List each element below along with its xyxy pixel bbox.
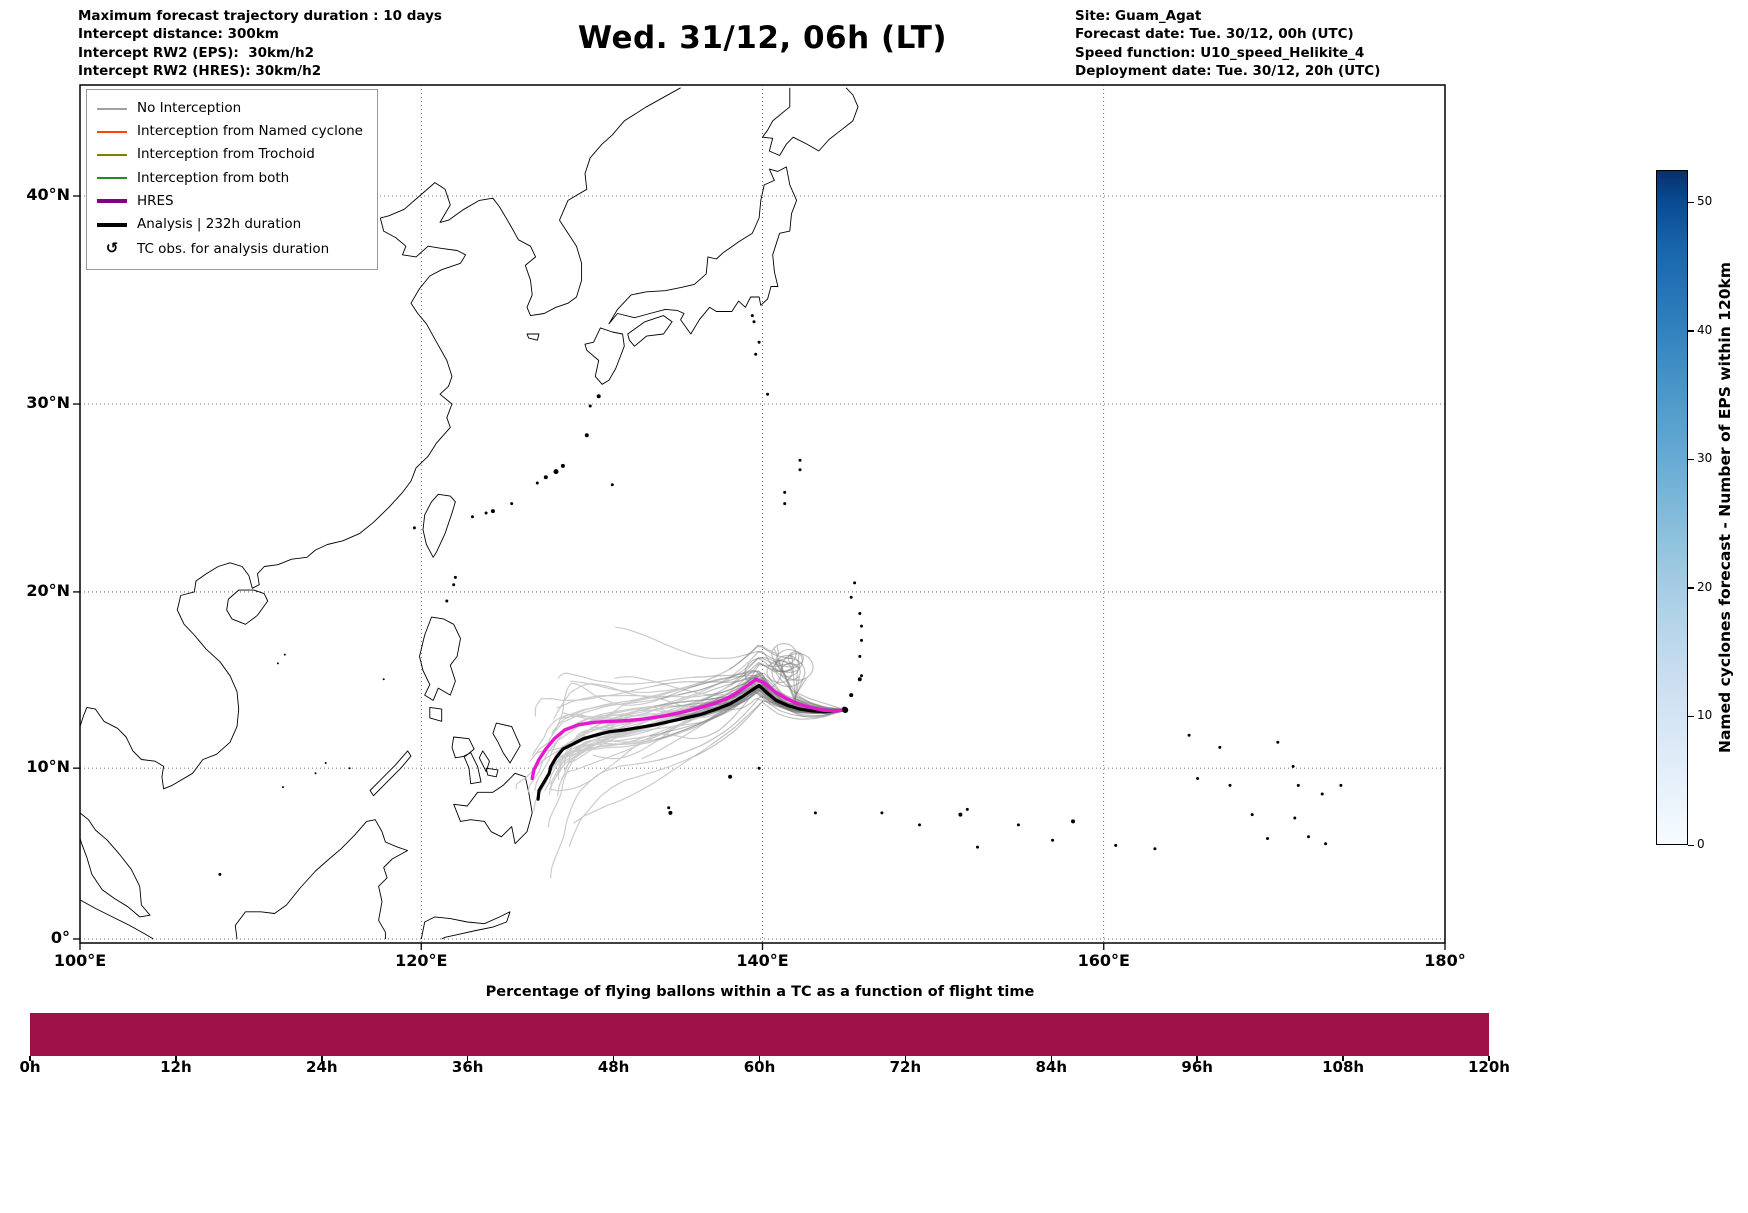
flight-time-tick-mark <box>612 1056 615 1061</box>
flight-time-tick-mark <box>175 1056 177 1061</box>
colorbar-tick-mark <box>1688 201 1694 204</box>
latitude-tick-label: 10°N <box>26 757 70 777</box>
flight-time-tick-label: 72h <box>889 1058 922 1076</box>
figure-title: Wed. 31/12, 06h (LT) <box>577 20 948 56</box>
flight-time-tick-mark <box>1050 1056 1053 1061</box>
max-duration-text: Maximum forecast trajectory duration : 1… <box>78 8 442 24</box>
map-legend: No Interception Interception from Named c… <box>86 89 378 271</box>
legend-line-sample <box>97 154 127 157</box>
colorbar-tick-mark <box>1688 844 1694 846</box>
longitude-tick-label: 100°E <box>53 951 107 970</box>
longitude-tick-label: 120°E <box>395 951 448 970</box>
eps-count-colorbar <box>1656 170 1688 845</box>
flight-time-tick-label: 0h <box>19 1058 41 1076</box>
colorbar-label: Named cyclones forecast - Number of EPS … <box>1716 262 1734 753</box>
tc-obs-icon: ↺ <box>105 239 119 258</box>
colorbar-label-wrap: Named cyclones forecast - Number of EPS … <box>1716 170 1734 845</box>
intercept-rw2-hres-text: Intercept RW2 (HRES): 30km/h2 <box>78 63 322 80</box>
flight-time-tick-mark <box>29 1056 31 1061</box>
colorbar-tick-mark <box>1688 587 1694 589</box>
flight-time-tick-mark <box>1196 1056 1198 1061</box>
legend-line-sample <box>97 107 127 110</box>
legend-line-sample <box>97 177 127 180</box>
colorbar-tick-label: 10 <box>1697 708 1713 723</box>
bar-chart-title: Percentage of flying ballons within a TC… <box>485 984 1035 1000</box>
flight-time-tick-label: 24h <box>306 1058 338 1076</box>
colorbar-tick-mark <box>1688 458 1694 461</box>
colorbar-tick-label: 50 <box>1697 194 1713 209</box>
flight-time-tick-label: 60h <box>743 1058 776 1076</box>
flight-time-tick-mark <box>466 1056 469 1061</box>
legend-item: Interception from both <box>97 167 363 190</box>
legend-item: No Interception <box>97 97 363 120</box>
colorbar-tick-label: 20 <box>1697 579 1713 594</box>
legend-line-sample <box>97 222 127 227</box>
trajectory-map <box>73 84 1446 950</box>
colorbar-tick-mark <box>1688 715 1694 718</box>
longitude-tick-label: 160°E <box>1077 951 1130 970</box>
legend-item-label: Interception from Named cyclone <box>137 123 363 140</box>
legend-item-label: Interception from both <box>137 169 290 186</box>
legend-item-label: HRES <box>137 192 174 209</box>
latitude-tick-label: 40°N <box>26 185 70 204</box>
flight-time-tick-label: 96h <box>1181 1058 1213 1076</box>
flight-time-tick-label: 84h <box>1035 1058 1068 1076</box>
legend-item-label: TC obs. for analysis duration <box>137 240 330 257</box>
longitude-tick-label: 180° <box>1424 951 1466 970</box>
legend-item: Interception from Named cyclone <box>97 120 363 143</box>
flight-time-tick-label: 48h <box>597 1058 630 1076</box>
flight-time-tick-mark <box>904 1056 907 1061</box>
legend-line-sample <box>97 199 127 204</box>
flight-time-tick-label: 120h <box>1468 1058 1510 1076</box>
legend-item: Analysis | 232h duration <box>97 213 363 236</box>
legend-item: Interception from Trochoid <box>97 143 363 166</box>
legend-item-label: Analysis | 232h duration <box>137 216 302 233</box>
tc-percentage-bar <box>30 1013 1489 1056</box>
latitude-tick-label: 20°N <box>26 580 70 600</box>
flight-time-tick-label: 12h <box>160 1058 192 1076</box>
latitude-tick-label: 0° <box>50 928 70 947</box>
colorbar-tick-mark <box>1688 330 1694 332</box>
site-info-block: Site: Guam_Agat Forecast date: Tue. 30/1… <box>1075 7 1380 80</box>
speed-function-text: Speed function: U10_speed_Helikite_4 <box>1075 44 1365 61</box>
longitude-tick-label: 140°E <box>736 951 789 970</box>
flight-time-tick-label: 108h <box>1322 1058 1365 1076</box>
forecast-date-text: Forecast date: Tue. 30/12, 00h (UTC) <box>1075 26 1354 43</box>
intercept-distance-text: Intercept distance: 300km <box>78 26 279 43</box>
latitude-tick-label: 30°N <box>26 393 70 413</box>
colorbar-tick-label: 0 <box>1697 837 1705 851</box>
flight-time-tick-mark <box>1342 1056 1344 1061</box>
flight-time-tick-mark <box>1488 1056 1490 1061</box>
forecast-settings-block: Maximum forecast trajectory duration : 1… <box>78 7 442 80</box>
legend-line-sample <box>97 130 127 133</box>
flight-time-tick-mark <box>758 1056 761 1061</box>
colorbar-tick-label: 40 <box>1697 322 1713 337</box>
flight-time-tick-label: 36h <box>451 1058 484 1076</box>
flight-time-tick-mark <box>321 1056 323 1061</box>
intercept-rw2-eps-text: Intercept RW2 (EPS): 30km/h2 <box>78 44 314 61</box>
legend-item: ↺ TC obs. for analysis duration <box>97 236 363 262</box>
legend-item-label: Interception from Trochoid <box>137 146 315 163</box>
legend-item: HRES <box>97 190 363 213</box>
deployment-date-text: Deployment date: Tue. 30/12, 20h (UTC) <box>1075 63 1381 80</box>
legend-item-label: No Interception <box>137 100 242 116</box>
site-text: Site: Guam_Agat <box>1075 8 1202 24</box>
colorbar-tick-label: 30 <box>1697 451 1713 466</box>
